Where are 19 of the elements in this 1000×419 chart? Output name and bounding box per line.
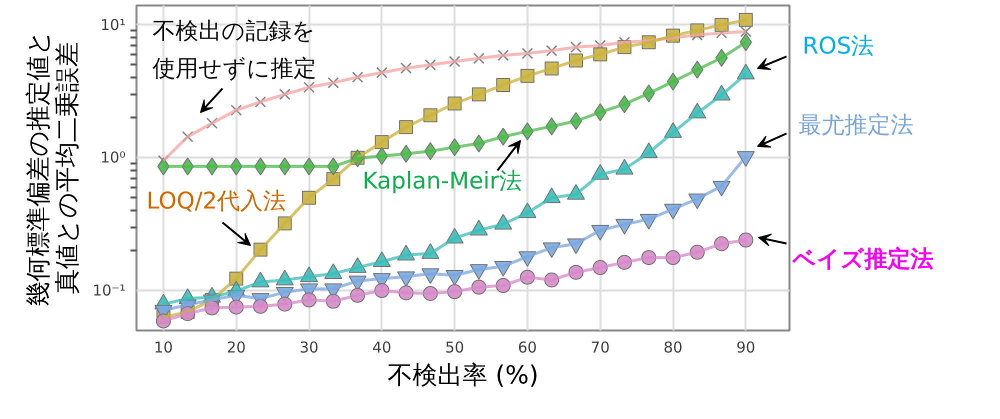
y-tick-label: 10¹ [100,16,126,34]
x-tick-label: 90 [736,338,756,356]
series-label: Kaplan-Meir法 [362,168,522,194]
x-tick-label: 20 [226,338,246,356]
x-tick-label: 60 [518,338,537,356]
text: ROS法 [802,34,874,60]
text: 最尤推定法 [798,112,914,138]
y-axis-title: 幾何標準偏差の推定値と真値との平均二乗誤差 [23,30,82,306]
x-tick-label: 40 [372,338,392,356]
x-tick-label: 50 [445,338,464,356]
x-tick-label: 80 [663,338,683,356]
x-tick-label: 70 [590,338,610,356]
series-label: 不検出の記録を使用せずに推定 [152,18,316,82]
x-axis-title: 不検出率 (%) [387,360,539,390]
series-label: LOQ/2代入法 [146,188,286,214]
x-tick-label: 30 [299,338,319,356]
x-tick-label: 10 [154,338,173,356]
y-tick-label: 10⁰ [100,148,126,167]
y-tick-label: 10⁻¹ [92,282,126,300]
